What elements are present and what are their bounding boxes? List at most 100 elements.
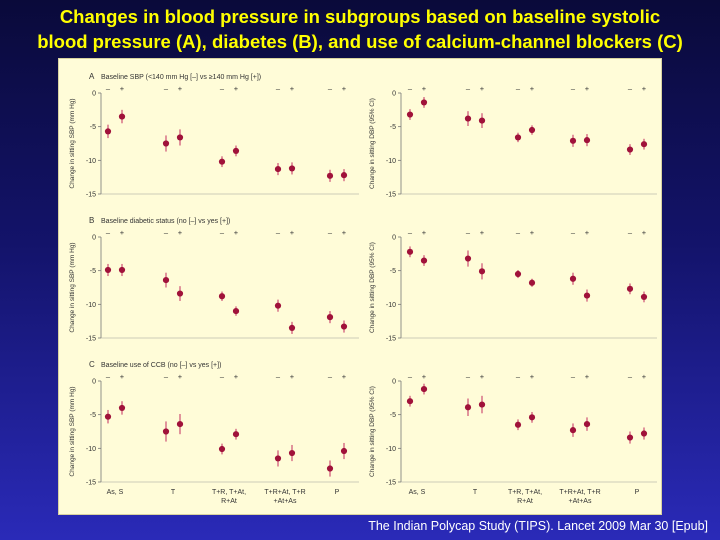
point-b-dbp-1-minus [464, 255, 472, 262]
point-a-sbp-4-plus [340, 172, 348, 179]
slide-title-line-1: Changes in blood pressure in subgroups b… [59, 6, 661, 27]
y-tick-label: -5 [90, 268, 96, 275]
point-a-dbp-1-plus [478, 117, 486, 124]
point-c-sbp-1-minus [162, 428, 170, 435]
group-symbol-plus: + [342, 372, 347, 381]
row-letter-A: A [89, 72, 95, 81]
point-c-dbp-0-plus [420, 385, 428, 393]
point-a-sbp-1-minus [162, 140, 170, 147]
point-c-sbp-1-plus [176, 420, 184, 428]
y-tick-label: -10 [86, 302, 96, 309]
group-symbol-minus: – [571, 84, 576, 93]
point-c-dbp-3-minus [569, 427, 577, 434]
group-symbol-minus: – [276, 372, 281, 381]
group-symbol-minus: – [276, 84, 281, 93]
category-label: R+At [221, 498, 237, 505]
group-symbol-plus: + [480, 372, 485, 381]
point-c-dbp-3-plus [583, 420, 591, 428]
point-c-sbp-2-minus [218, 445, 226, 453]
y-tick-label: -15 [86, 192, 96, 199]
y-axis-title-dbp: Change in sitting DBP (95% CI) [369, 242, 376, 333]
row-title-B: Baseline diabetic status (no [–] vs yes … [101, 218, 230, 225]
group-symbol-minus: – [328, 372, 333, 381]
group-symbol-plus: + [422, 84, 427, 93]
y-tick-label: -5 [390, 268, 396, 275]
category-label: P [335, 489, 340, 496]
point-b-sbp-2-minus [218, 293, 226, 300]
y-tick-label: -5 [90, 412, 96, 419]
group-symbol-minus: – [220, 84, 225, 93]
y-tick-label: -5 [390, 412, 396, 419]
point-a-dbp-0-plus [420, 99, 428, 106]
group-symbol-minus: – [164, 84, 169, 93]
group-symbol-minus: – [220, 228, 225, 237]
group-symbol-plus: + [290, 228, 295, 237]
row-letter-B: B [89, 216, 94, 225]
point-c-dbp-4-plus [640, 430, 648, 437]
point-b-dbp-2-minus [514, 270, 522, 278]
point-a-sbp-4-minus [326, 172, 334, 179]
group-symbol-minus: – [220, 372, 225, 381]
point-a-sbp-3-plus [288, 165, 296, 172]
chart-panel: A Baseline SBP (<140 mm Hg [–] vs ≥140 mm… [58, 58, 662, 515]
group-symbol-minus: – [106, 372, 111, 381]
point-c-sbp-3-minus [274, 455, 282, 462]
point-c-dbp-1-minus [464, 404, 472, 411]
point-a-dbp-2-plus [528, 126, 536, 134]
group-symbol-plus: + [234, 372, 239, 381]
group-symbol-minus: – [164, 372, 169, 381]
point-a-dbp-3-plus [583, 137, 591, 144]
row-letter-C: C [89, 360, 95, 369]
point-a-dbp-0-minus [406, 111, 414, 118]
group-symbol-minus: – [628, 228, 633, 237]
point-b-sbp-3-plus [288, 324, 296, 331]
category-label: As, S [409, 489, 426, 496]
point-a-sbp-2-plus [232, 147, 240, 155]
group-symbol-plus: + [290, 372, 295, 381]
point-a-sbp-0-minus [104, 128, 112, 135]
point-b-sbp-1-minus [162, 276, 170, 284]
point-c-sbp-0-plus [118, 404, 126, 412]
group-symbol-plus: + [234, 228, 239, 237]
point-c-sbp-2-plus [232, 431, 240, 438]
y-axis-title-sbp: Change in sitting SBP (mm Hg) [69, 242, 76, 332]
point-b-dbp-4-plus [640, 293, 648, 301]
group-symbol-plus: + [342, 228, 347, 237]
y-axis-title-sbp: Change in sitting SBP (mm Hg) [69, 386, 76, 476]
point-b-sbp-2-plus [232, 307, 240, 315]
category-label: T [171, 489, 176, 496]
group-symbol-plus: + [234, 84, 239, 93]
point-b-sbp-4-minus [326, 314, 334, 321]
group-symbol-plus: + [120, 372, 125, 381]
group-symbol-plus: + [290, 84, 295, 93]
point-b-sbp-4-plus [340, 323, 348, 330]
group-symbol-minus: – [466, 84, 471, 93]
row-title-C: Baseline use of CCB (no [–] vs yes [+]) [101, 362, 221, 369]
category-label: R+At [517, 498, 533, 505]
group-symbol-plus: + [120, 228, 125, 237]
point-a-sbp-3-minus [274, 165, 282, 173]
group-symbol-minus: – [106, 228, 111, 237]
group-symbol-minus: – [276, 228, 281, 237]
group-symbol-minus: – [516, 228, 521, 237]
y-tick-label: -10 [86, 446, 96, 453]
row-title-A: Baseline SBP (<140 mm Hg [–] vs ≥140 mm … [101, 74, 261, 81]
point-a-sbp-0-plus [118, 113, 126, 120]
point-a-sbp-1-plus [176, 134, 184, 141]
point-b-dbp-4-minus [626, 285, 634, 292]
forest-plot-figure: A Baseline SBP (<140 mm Hg [–] vs ≥140 mm… [69, 72, 657, 505]
group-symbol-minus: – [466, 372, 471, 381]
y-tick-label: -10 [86, 158, 96, 165]
point-b-dbp-2-plus [528, 279, 536, 286]
y-tick-label: -5 [90, 124, 96, 131]
point-b-dbp-3-minus [569, 275, 577, 282]
point-c-sbp-3-plus [288, 449, 296, 457]
y-tick-label: -15 [386, 192, 396, 199]
group-symbol-plus: + [642, 228, 647, 237]
point-a-dbp-3-minus [569, 137, 577, 144]
point-b-dbp-0-plus [420, 257, 428, 264]
point-b-dbp-0-minus [406, 248, 414, 255]
group-symbol-minus: – [164, 228, 169, 237]
point-a-dbp-4-minus [626, 146, 634, 153]
group-symbol-minus: – [571, 372, 576, 381]
